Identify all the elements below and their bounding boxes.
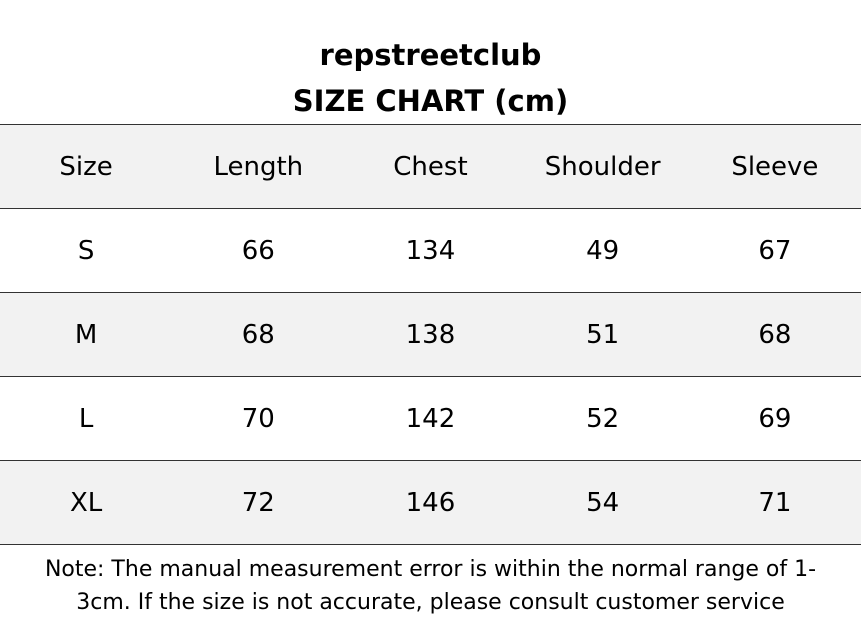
cell: 69 <box>688 376 861 461</box>
row: S 66 134 49 67 <box>0 208 861 293</box>
cell: L <box>0 376 173 461</box>
cell: 54 <box>516 460 689 545</box>
cell: S <box>0 208 173 293</box>
cell: 66 <box>172 208 345 293</box>
cell: 142 <box>344 376 517 461</box>
cell: 71 <box>688 460 861 545</box>
cell: 51 <box>516 292 689 377</box>
cell: 146 <box>344 460 517 545</box>
header-row: Size Length Chest Shoulder Sleeve <box>0 124 861 209</box>
size-table: Size Length Chest Shoulder Sleeve S 66 134 49 67 M… <box>0 124 861 545</box>
cell: XL <box>0 460 173 545</box>
row: M 68 138 51 68 <box>0 292 861 377</box>
header-cell: Size <box>0 124 173 209</box>
cell: 52 <box>516 376 689 461</box>
row: L 70 142 52 69 <box>0 376 861 461</box>
cell: 70 <box>172 376 345 461</box>
chart-title: SIZE CHART (cm) <box>292 84 569 118</box>
cell: 68 <box>172 292 345 377</box>
brand-title: repstreetclub <box>319 38 542 72</box>
row: XL 72 146 54 71 <box>0 460 861 545</box>
header-cell: Shoulder <box>516 124 689 209</box>
cell: 49 <box>516 208 689 293</box>
note: Note: The manual measurement error is wi… <box>44 557 817 615</box>
header-cell: Chest <box>344 124 517 209</box>
cell: 138 <box>344 292 517 377</box>
cell: 67 <box>688 208 861 293</box>
cell: 134 <box>344 208 517 293</box>
cell: 68 <box>688 292 861 377</box>
cell: M <box>0 292 173 377</box>
header-cell: Sleeve <box>688 124 861 209</box>
header-cell: Length <box>172 124 345 209</box>
cell: 72 <box>172 460 345 545</box>
